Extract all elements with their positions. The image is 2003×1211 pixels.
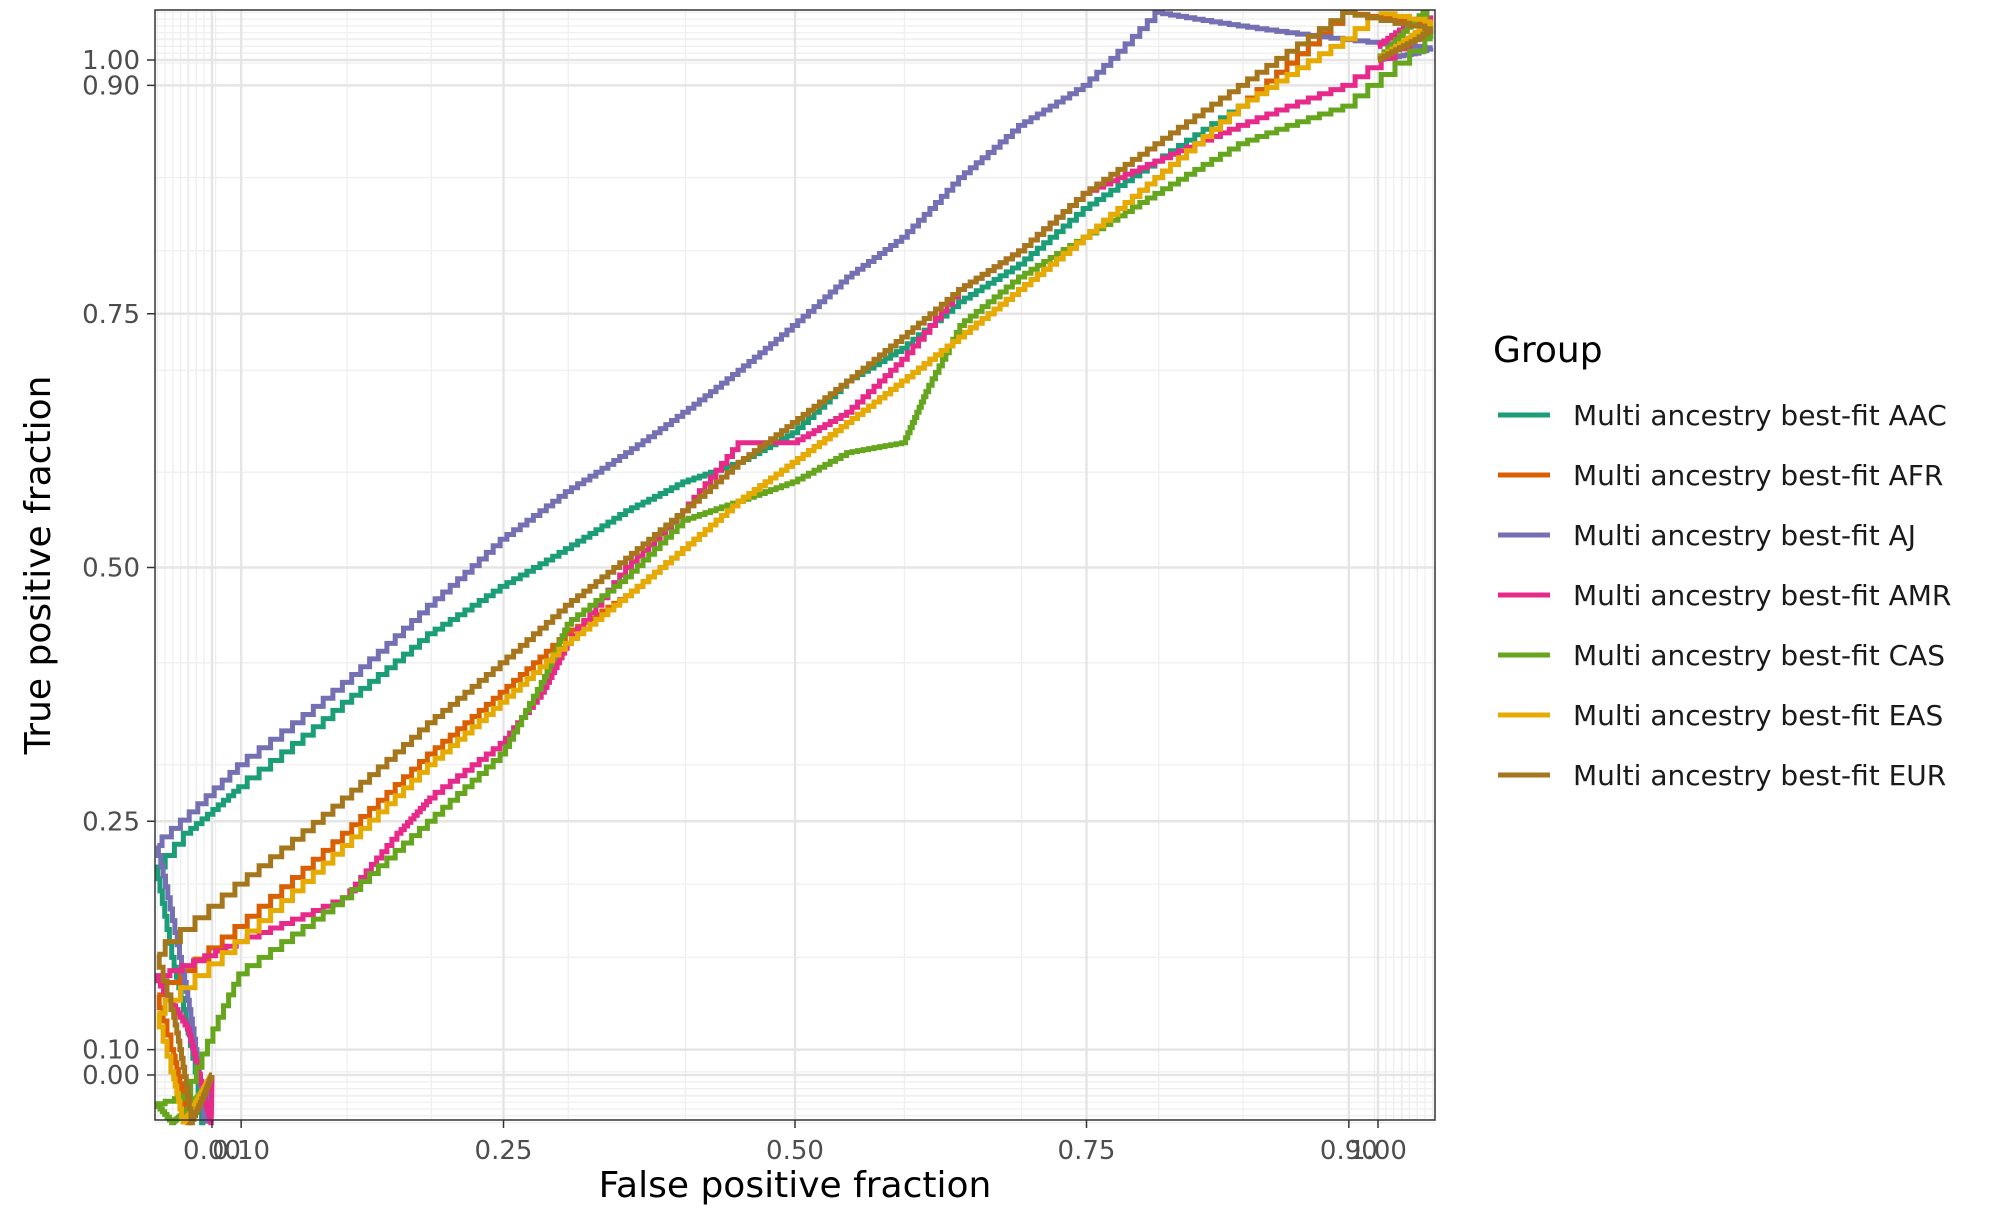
- y-tick-label: 0.00: [82, 1061, 140, 1091]
- y-tick-label: 1.00: [82, 46, 140, 76]
- x-axis: 0.000.10 0.25 0.50 0.75 0.901.00: [183, 1120, 1407, 1166]
- x-axis-title: False positive fraction: [599, 1165, 992, 1206]
- x-tick-label: 0.25: [475, 1136, 533, 1166]
- x-tick-label: 0.75: [1058, 1136, 1116, 1166]
- legend-label: Multi ancestry best-fit CAS: [1573, 639, 1945, 672]
- plot-panel: [154, 9, 1436, 1126]
- grid-lines: [155, 10, 1435, 1124]
- series-line: [155, 9, 1434, 1126]
- y-tick-label: 0.50: [82, 554, 140, 584]
- legend-label: Multi ancestry best-fit AAC: [1573, 399, 1947, 432]
- y-axis-title: True positive fraction: [18, 376, 59, 756]
- series-line: [156, 11, 1434, 1125]
- x-tick-label: 1.00: [1349, 1136, 1407, 1166]
- series-layer: [154, 9, 1434, 1126]
- series-line: [155, 9, 1434, 1126]
- x-tick-label: 0.00: [183, 1136, 241, 1166]
- x-tick-label: 0.50: [766, 1136, 824, 1166]
- legend-label: Multi ancestry best-fit AJ: [1573, 519, 1916, 552]
- series-line: [155, 9, 1434, 1124]
- legend-label: Multi ancestry best-fit EAS: [1573, 699, 1943, 732]
- y-tick-label: 0.90: [82, 71, 140, 101]
- x-tick-label: 0.90: [1320, 1136, 1378, 1166]
- legend-label: Multi ancestry best-fit AFR: [1573, 459, 1943, 492]
- y-tick-label: 0.10: [82, 1036, 140, 1066]
- legend-label: Multi ancestry best-fit AMR: [1573, 579, 1951, 612]
- legend-items: Multi ancestry best-fit AAC Multi ancestr…: [1498, 399, 1951, 792]
- legend-label: Multi ancestry best-fit EUR: [1573, 759, 1946, 792]
- series-line: [154, 11, 1434, 1126]
- y-tick-label: 0.75: [82, 300, 140, 330]
- y-axis: 0.000.10 0.25 0.50 0.75 0.901.00: [82, 46, 155, 1091]
- legend-title: Group: [1493, 330, 1603, 371]
- x-tick-label: 0.10: [212, 1136, 270, 1166]
- series-line: [156, 9, 1434, 1126]
- y-tick-label: 0.25: [82, 807, 140, 837]
